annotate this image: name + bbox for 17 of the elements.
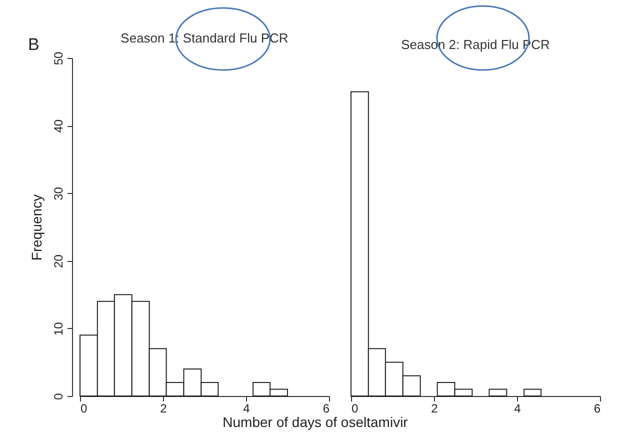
- x-tick-label: 2: [431, 402, 438, 416]
- y-axis-title: Frequency: [28, 194, 44, 261]
- y-tick-label: 20: [52, 254, 66, 268]
- y-tick-label: 0: [52, 392, 66, 400]
- x-tick-label: 4: [243, 402, 250, 416]
- text: B: [28, 35, 40, 55]
- x-tick-label: 6: [322, 402, 330, 416]
- y-tick-label: 50: [52, 52, 66, 66]
- y-tick-label: 40: [52, 119, 66, 133]
- x-tick-label: 6: [594, 402, 601, 416]
- x-tick-label: 2: [160, 402, 168, 416]
- x-tick-label: 4: [514, 402, 522, 416]
- x-tick-label: 0: [352, 402, 358, 416]
- y-tick-label: 10: [52, 322, 66, 336]
- x-axis-title: Number of days of oseltamivir: [222, 414, 408, 430]
- y-tick-label: 30: [52, 186, 66, 200]
- x-tick-label: 0: [80, 402, 88, 416]
